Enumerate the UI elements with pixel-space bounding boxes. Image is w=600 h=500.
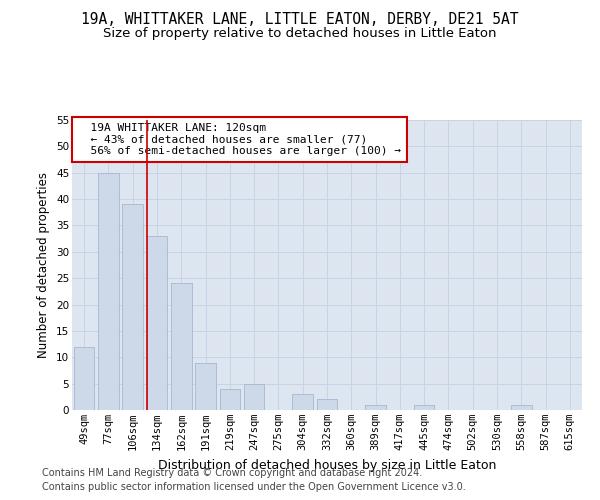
- Bar: [146, 236, 167, 410]
- Text: 19A WHITTAKER LANE: 120sqm
  ← 43% of detached houses are smaller (77)
  56% of : 19A WHITTAKER LANE: 120sqm ← 43% of deta…: [77, 123, 401, 156]
- Bar: [195, 362, 216, 410]
- Y-axis label: Number of detached properties: Number of detached properties: [37, 172, 50, 358]
- X-axis label: Distribution of detached houses by size in Little Eaton: Distribution of detached houses by size …: [158, 458, 496, 471]
- Bar: [511, 404, 532, 410]
- Bar: [292, 394, 313, 410]
- Bar: [365, 404, 386, 410]
- Text: Size of property relative to detached houses in Little Eaton: Size of property relative to detached ho…: [103, 28, 497, 40]
- Bar: [244, 384, 265, 410]
- Text: 19A, WHITTAKER LANE, LITTLE EATON, DERBY, DE21 5AT: 19A, WHITTAKER LANE, LITTLE EATON, DERBY…: [81, 12, 519, 28]
- Bar: [220, 389, 240, 410]
- Text: Contains public sector information licensed under the Open Government Licence v3: Contains public sector information licen…: [42, 482, 466, 492]
- Bar: [74, 346, 94, 410]
- Bar: [171, 284, 191, 410]
- Bar: [414, 404, 434, 410]
- Bar: [98, 172, 119, 410]
- Text: Contains HM Land Registry data © Crown copyright and database right 2024.: Contains HM Land Registry data © Crown c…: [42, 468, 422, 477]
- Bar: [317, 400, 337, 410]
- Bar: [122, 204, 143, 410]
